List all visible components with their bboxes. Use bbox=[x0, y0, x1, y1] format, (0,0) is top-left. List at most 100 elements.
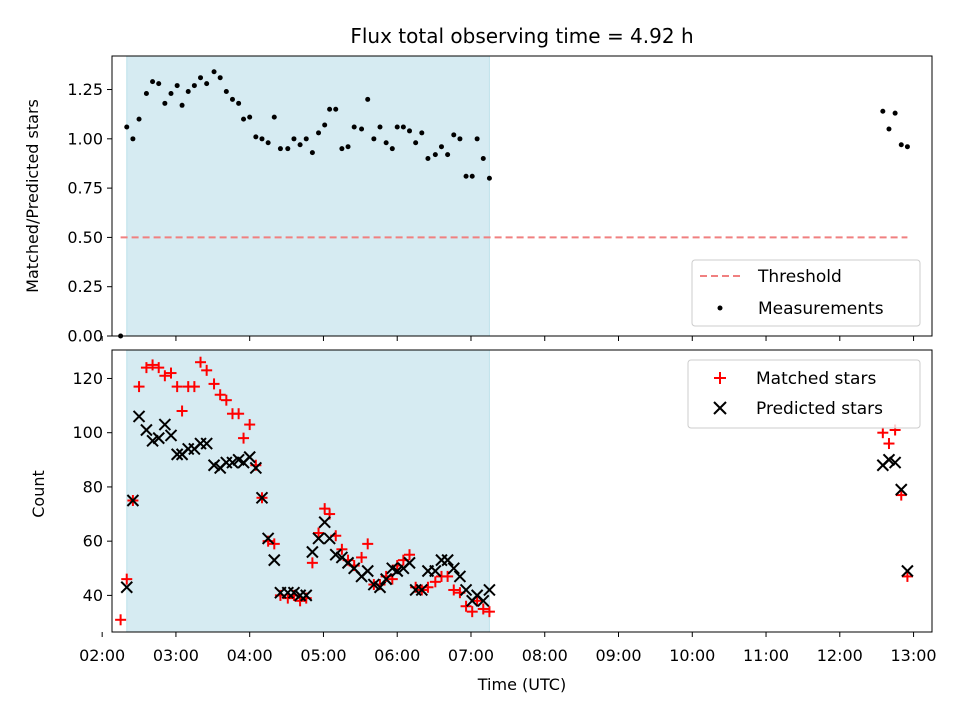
predicted-star-point bbox=[268, 553, 281, 567]
predicted-star-point bbox=[373, 581, 387, 594]
count-x-axis-label: Time (UTC) bbox=[477, 675, 566, 694]
measurement-point bbox=[277, 146, 283, 152]
predicted-star-point bbox=[140, 423, 153, 437]
measurements-series bbox=[118, 69, 910, 339]
matched-star-point bbox=[147, 359, 159, 371]
predicted-star-point bbox=[367, 578, 381, 591]
measurement-point bbox=[451, 132, 457, 138]
measurement-point bbox=[400, 124, 406, 130]
measurement-point bbox=[322, 122, 328, 128]
measurement-point bbox=[407, 128, 413, 134]
measurement-point bbox=[241, 116, 247, 122]
predicted-star-point bbox=[379, 572, 393, 586]
measurement-point bbox=[198, 75, 204, 81]
count-x-tick-label: 03:00 bbox=[153, 646, 199, 665]
predicted-star-point bbox=[200, 437, 213, 450]
observing-window-band-top bbox=[126, 55, 490, 337]
matched-star-point bbox=[442, 570, 454, 582]
measurement-point bbox=[285, 146, 291, 152]
predicted-star-point bbox=[403, 556, 416, 570]
predicted-star-point bbox=[287, 586, 301, 599]
measurement-point bbox=[377, 124, 383, 130]
predicted-star-point bbox=[459, 583, 473, 597]
count-x-tick-label: 08:00 bbox=[522, 646, 568, 665]
measurement-point bbox=[204, 81, 210, 87]
count-plot-frame bbox=[111, 349, 933, 633]
measurement-point bbox=[419, 130, 425, 136]
matched-star-point bbox=[188, 381, 200, 393]
matched-star-point bbox=[336, 543, 348, 555]
predicted-star-point bbox=[323, 532, 336, 545]
measurement-point bbox=[162, 100, 168, 106]
matched-star-point bbox=[883, 438, 895, 450]
measurement-point bbox=[259, 136, 265, 142]
count-x-tick-label: 04:00 bbox=[227, 646, 273, 665]
measurement-point bbox=[174, 83, 180, 89]
matched-star-point bbox=[244, 419, 256, 431]
matched-star-point bbox=[319, 503, 331, 515]
measurement-point bbox=[457, 136, 463, 142]
predicted-star-point bbox=[447, 562, 460, 575]
count-x-tick-label: 12:00 bbox=[817, 646, 863, 665]
measurement-point bbox=[156, 81, 162, 87]
measurement-point bbox=[168, 90, 174, 96]
measurement-point bbox=[359, 126, 365, 132]
matched-star-point bbox=[159, 370, 171, 382]
count-x-ticks: 02:00 03:00 04:00 05:00 06:00 07:00 08:00 09:00… bbox=[79, 632, 937, 665]
measurement-point bbox=[394, 124, 400, 130]
count-x-tick-label: 11:00 bbox=[743, 646, 789, 665]
ratio-panel: 0.00 0.25 0.50 0.75 1.00 1.25 Matched/Predict… bbox=[23, 55, 933, 346]
matched-star-point bbox=[901, 570, 913, 582]
measurement-point bbox=[211, 69, 217, 75]
measurement-point bbox=[130, 136, 136, 142]
measurement-point bbox=[253, 134, 259, 140]
matched-star-point bbox=[895, 489, 907, 501]
matched-star-point bbox=[362, 538, 374, 550]
matched-star-point bbox=[294, 595, 306, 607]
predicted-star-point bbox=[261, 532, 275, 545]
predicted-star-point bbox=[895, 483, 908, 496]
matched-star-point bbox=[220, 394, 232, 406]
measurement-point bbox=[445, 152, 451, 158]
measurement-point bbox=[124, 124, 130, 130]
measurement-point bbox=[309, 150, 315, 156]
predicted-star-point bbox=[146, 434, 159, 448]
matched-star-point bbox=[313, 527, 325, 539]
measurement-point bbox=[271, 114, 277, 120]
predicted-star-point bbox=[120, 581, 133, 594]
predicted-star-point bbox=[483, 583, 496, 597]
measurement-point bbox=[892, 110, 898, 116]
matched-star-point bbox=[140, 362, 152, 374]
matched-star-point bbox=[176, 405, 188, 417]
measurement-point bbox=[291, 136, 297, 142]
count-legend: Matched stars Predicted stars bbox=[687, 359, 921, 429]
matched-star-point bbox=[306, 557, 318, 569]
matched-star-point bbox=[238, 432, 250, 444]
matched-star-point bbox=[233, 408, 245, 420]
measurement-point bbox=[229, 96, 235, 102]
measurement-point bbox=[886, 126, 892, 132]
measurement-point bbox=[463, 173, 469, 179]
predicted-star-point bbox=[318, 515, 331, 529]
predicted-star-point bbox=[441, 553, 454, 567]
matched-star-point bbox=[121, 573, 133, 585]
legend-matched-marker bbox=[714, 372, 726, 384]
predicted-star-point bbox=[170, 448, 184, 461]
predicted-star-point bbox=[255, 491, 269, 504]
matched-star-point bbox=[153, 362, 165, 374]
count-y-axis-label: Count bbox=[29, 470, 48, 518]
matched-star-point bbox=[448, 584, 460, 596]
ratio-y-tick-label: 0.25 bbox=[67, 277, 103, 296]
observing-window-top bbox=[126, 55, 490, 337]
legend-measurements-marker bbox=[717, 305, 723, 311]
measurement-point bbox=[383, 140, 389, 146]
ratio-x-ticks bbox=[101, 336, 915, 341]
measurement-point bbox=[486, 175, 492, 181]
measurement-point bbox=[236, 100, 242, 106]
matched-star-point bbox=[466, 606, 478, 618]
count-x-tick-label: 13:00 bbox=[891, 646, 937, 665]
measurement-point bbox=[217, 75, 223, 81]
predicted-star-point bbox=[207, 459, 221, 472]
predicted-star-point bbox=[477, 594, 490, 608]
